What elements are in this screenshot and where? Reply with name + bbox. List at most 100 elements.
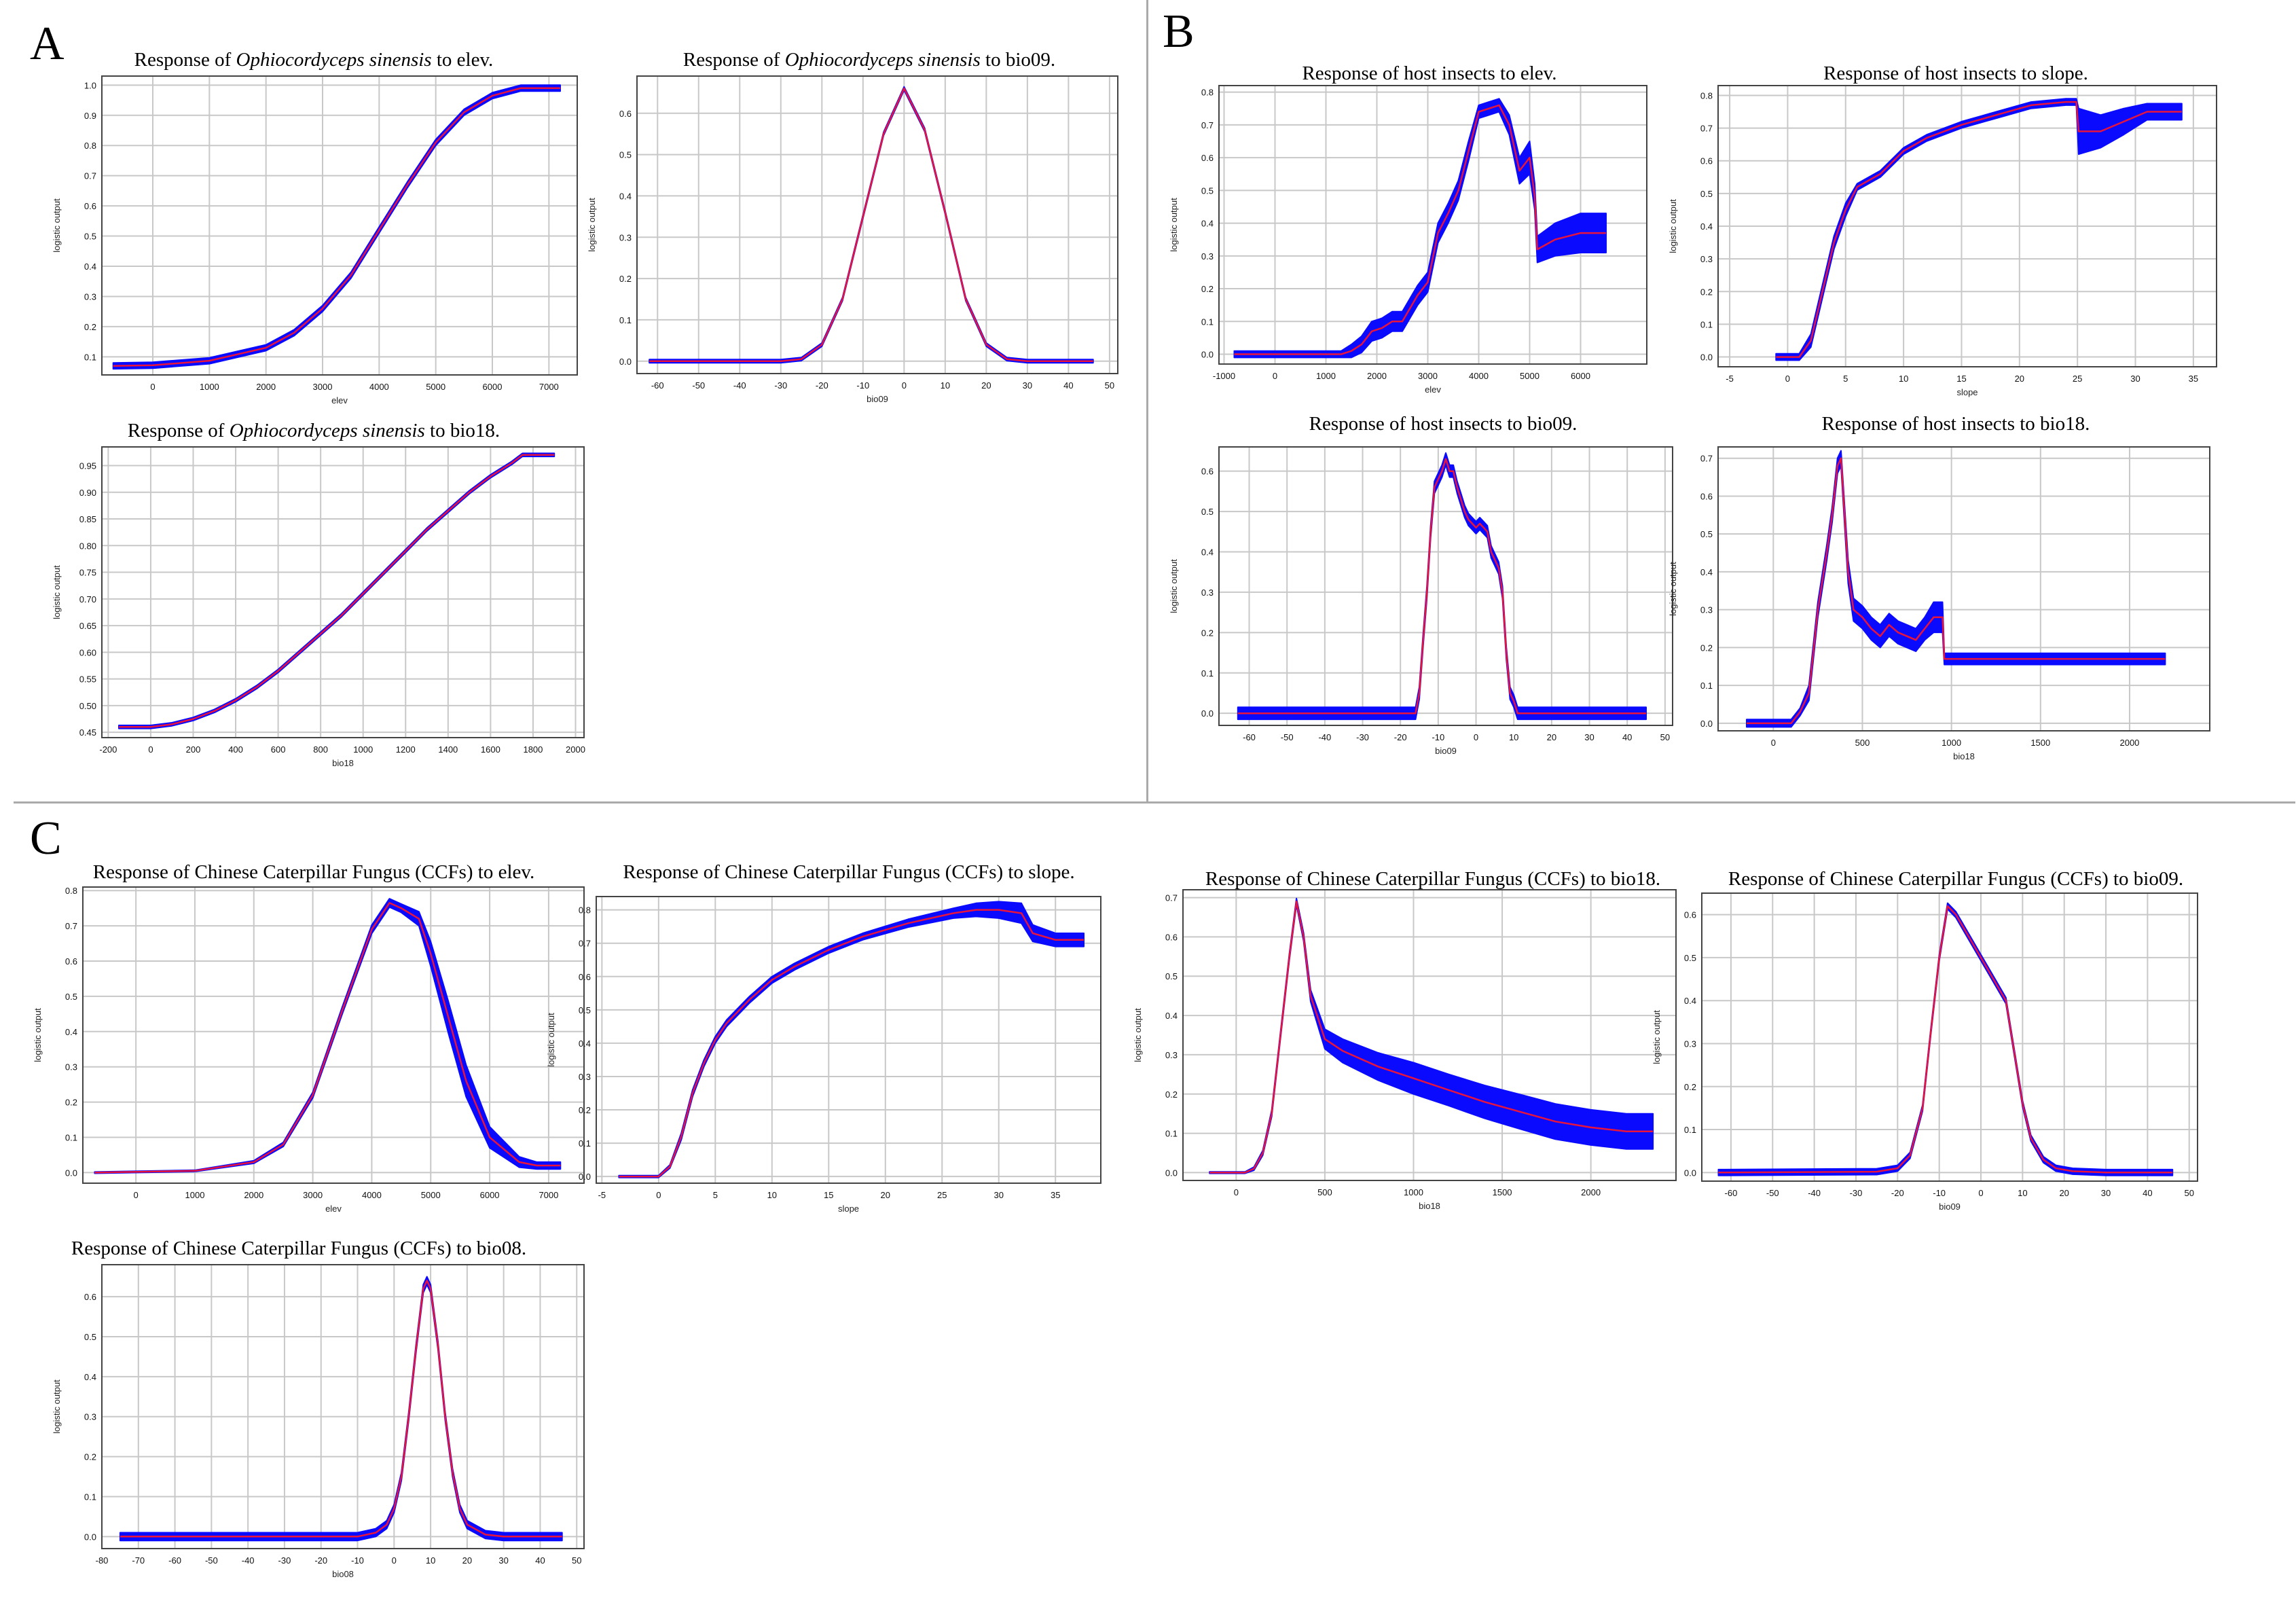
x-tick-label: -40 (733, 380, 746, 391)
plot-frame (1701, 892, 2198, 1182)
x-tick-label: -20 (1891, 1188, 1904, 1198)
x-tick-label: 1000 (200, 382, 219, 392)
chart-title-c4: Response of Chinese Caterpillar Fungus (… (1728, 868, 2183, 890)
x-tick-label: -10 (351, 1555, 364, 1566)
x-tick-label: -60 (651, 380, 664, 391)
chart-title-a2: Response of Ophiocordyceps sinensis to b… (683, 49, 1055, 71)
y-tick-label: 0.2 (84, 1452, 96, 1462)
chart-title-text: Response of (127, 420, 230, 441)
chart-title-b2: Response of host insects to slope. (1823, 62, 2088, 85)
y-tick-label: 0.3 (84, 291, 96, 302)
x-tick-label: 1500 (2030, 738, 2050, 748)
y-tick-label: 0.70 (79, 594, 96, 604)
y-tick-label: 0.0 (579, 1172, 591, 1182)
y-tick-label: 0.0 (1165, 1168, 1178, 1178)
chart-title-text: Response of Chinese Caterpillar Fungus (… (92, 861, 535, 883)
y-tick-label: 0.5 (619, 150, 632, 160)
y-tick-label: 0.6 (84, 1292, 96, 1302)
panel-label-a: A (30, 18, 65, 70)
chart-title-b4: Response of host insects to bio18. (1822, 413, 2090, 435)
confidence-band (649, 86, 1094, 364)
y-axis-label: logistic output (1668, 199, 1678, 253)
x-tick-label: 1200 (396, 744, 416, 755)
x-tick-label: 2000 (244, 1190, 263, 1200)
chart-c2: -5 0 5 10 15 20 25 30 35 0.0 0.1 0.2 0.3 0.4 0.5 0.6 0.7… (546, 896, 1101, 1214)
x-tick-label: 20 (1547, 732, 1556, 742)
x-tick-label: 3000 (303, 1190, 323, 1200)
x-tick-label: -20 (314, 1555, 327, 1566)
y-tick-label: 0.3 (84, 1412, 96, 1422)
x-tick-label: -50 (1281, 732, 1294, 742)
y-tick-label: 0.3 (1201, 251, 1214, 261)
plot-frame (596, 896, 1101, 1184)
x-tick-label: 400 (228, 744, 243, 755)
y-tick-label: 0.5 (84, 232, 96, 242)
mean-response-line (1234, 104, 1606, 355)
y-tick-label: 0.95 (79, 461, 96, 471)
chart-title-suffix: to elev. (431, 49, 494, 71)
chart-title-text: Response of Chinese Caterpillar Fungus (… (623, 861, 1075, 883)
y-tick-label: 0.5 (1684, 953, 1696, 963)
y-tick-label: 0.6 (1700, 491, 1713, 501)
x-tick-label: 40 (535, 1555, 545, 1566)
y-tick-label: 0.4 (65, 1027, 77, 1037)
y-tick-label: 0.2 (65, 1098, 77, 1108)
chart-title-species: Ophiocordyceps sinensis (236, 49, 432, 71)
y-tick-label: 0.7 (1700, 454, 1713, 464)
y-tick-label: 0.4 (1165, 1011, 1178, 1021)
x-tick-label: 25 (2073, 374, 2082, 384)
x-tick-label: 4000 (369, 382, 389, 392)
x-tick-label: 7000 (539, 1190, 558, 1200)
x-tick-label: 1000 (1942, 738, 1961, 748)
chart-c5: -80 -70 -60 -50 -40 -30 -20 -10 0 10 20 30 40 50 0.0 0.… (52, 1264, 585, 1579)
y-tick-label: 0.2 (1201, 628, 1214, 638)
x-tick-label: 15 (824, 1190, 833, 1200)
plot-frame (1717, 85, 2217, 367)
y-tick-label: 0.6 (1684, 910, 1696, 920)
y-tick-label: 1.0 (84, 80, 96, 90)
y-axis-label: logistic output (33, 1008, 43, 1062)
x-tick-label: 5000 (426, 382, 445, 392)
chart-title-text: Response of (134, 49, 236, 71)
x-tick-label: 0 (1474, 732, 1478, 742)
y-tick-label: 0.2 (619, 274, 632, 284)
plot-frame (1182, 889, 1677, 1181)
x-tick-label: 5000 (421, 1190, 441, 1200)
chart-c3: 0 500 1000 1500 2000 0.0 0.1 0.2 0.3 0.4 0.5 0.6 0.7… (1133, 889, 1677, 1211)
x-tick-label: 0 (1273, 371, 1277, 381)
x-tick-label: 2000 (256, 382, 276, 392)
mean-response-line (113, 87, 560, 367)
divider-horizontal (14, 801, 2295, 804)
x-axis-label: bio08 (332, 1569, 354, 1579)
x-tick-label: -10 (1432, 732, 1444, 742)
x-tick-label: 10 (1899, 374, 1908, 384)
chart-b1: -1000 0 1000 2000 3000 4000 5000 6000 0.0 0.1 0.2 0… (1169, 85, 1647, 395)
chart-title-c3: Response of Chinese Caterpillar Fungus (… (1205, 868, 1660, 890)
y-tick-label: 0.2 (1700, 287, 1713, 297)
x-tick-label: -30 (278, 1555, 291, 1566)
mean-response-line (94, 902, 561, 1174)
x-tick-label: 40 (1063, 380, 1073, 391)
x-tick-label: 0 (134, 1190, 139, 1200)
y-tick-label: 0.6 (1201, 153, 1214, 163)
y-tick-label: 0.4 (1700, 567, 1713, 577)
y-tick-label: 0.7 (1165, 893, 1178, 903)
x-tick-label: 200 (186, 744, 201, 755)
x-tick-label: -20 (1394, 732, 1407, 742)
x-tick-label: 1400 (438, 744, 458, 755)
confidence-band (112, 84, 561, 370)
x-tick-label: 30 (2130, 374, 2140, 384)
x-tick-label: 3000 (1418, 371, 1438, 381)
confidence-band (1233, 98, 1607, 359)
y-tick-label: 0.3 (1700, 254, 1713, 264)
x-tick-label: 15 (1956, 374, 1966, 384)
chart-c1: 0 1000 2000 3000 4000 5000 6000 7000 0.0 0.1 0.2 0.… (33, 886, 585, 1214)
x-tick-label: 5 (713, 1190, 718, 1200)
y-tick-label: 0.4 (1684, 996, 1696, 1006)
x-tick-label: 30 (1584, 732, 1594, 742)
plot-frame (101, 1264, 585, 1549)
mean-response-line (1718, 905, 2173, 1174)
x-axis-label: elev (1425, 384, 1441, 395)
mean-response-line (619, 909, 1084, 1178)
plot-frame (1218, 446, 1673, 726)
